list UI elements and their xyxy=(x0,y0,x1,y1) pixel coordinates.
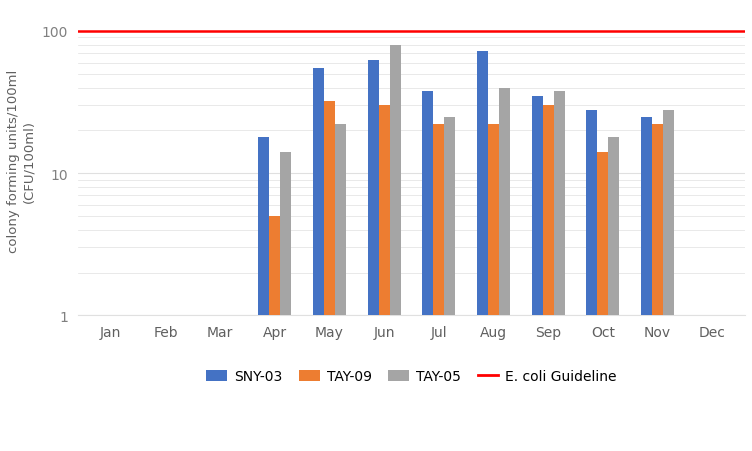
Bar xyxy=(532,97,543,451)
Bar xyxy=(368,61,379,451)
Bar xyxy=(641,117,652,451)
Bar xyxy=(663,110,674,451)
Bar xyxy=(324,102,335,451)
Bar xyxy=(335,125,346,451)
Bar xyxy=(423,92,433,451)
Bar xyxy=(477,52,488,451)
Bar xyxy=(543,106,553,451)
Bar xyxy=(433,125,444,451)
Bar xyxy=(608,138,620,451)
Bar xyxy=(499,88,510,451)
Bar xyxy=(379,106,390,451)
Bar xyxy=(269,216,280,451)
Bar xyxy=(444,117,455,451)
Bar xyxy=(652,125,663,451)
Bar xyxy=(280,153,291,451)
Bar xyxy=(259,138,269,451)
Bar xyxy=(488,125,499,451)
Y-axis label: colony forming units/100ml
(CFU/100ml): colony forming units/100ml (CFU/100ml) xyxy=(7,70,35,253)
Legend: SNY-03, TAY-09, TAY-05, E. coli Guideline: SNY-03, TAY-09, TAY-05, E. coli Guidelin… xyxy=(201,364,623,389)
Bar xyxy=(597,153,608,451)
Bar xyxy=(553,92,565,451)
Bar xyxy=(313,69,324,451)
Bar xyxy=(587,110,597,451)
Bar xyxy=(390,46,401,451)
